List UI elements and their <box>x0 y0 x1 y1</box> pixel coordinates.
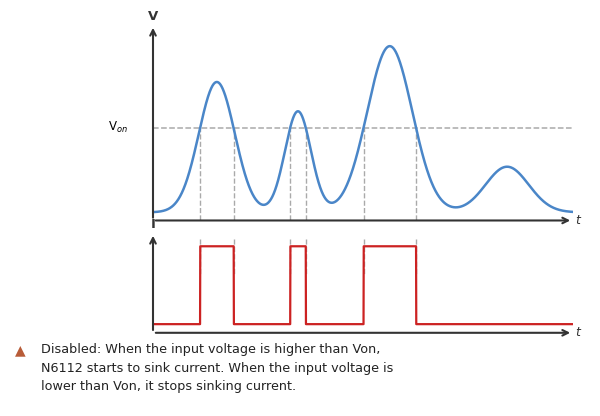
Text: Disabled: When the input voltage is higher than Von,
N6112 starts to sink curren: Disabled: When the input voltage is high… <box>41 343 393 393</box>
Text: ▲: ▲ <box>15 343 26 357</box>
Text: t: t <box>575 214 580 227</box>
Text: I: I <box>151 218 155 231</box>
Text: V$_{on}$: V$_{on}$ <box>109 120 128 135</box>
Text: t: t <box>575 326 580 339</box>
Text: V: V <box>148 10 158 23</box>
